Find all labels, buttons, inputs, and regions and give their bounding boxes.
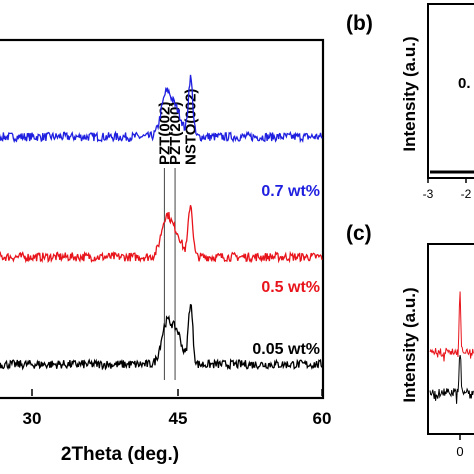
reference-line-label: NSTO(002)	[183, 89, 200, 165]
x-axis-ticks: 30 45 60	[23, 389, 332, 428]
panel-a-frame	[0, 38, 325, 400]
panel-c-traces	[429, 291, 474, 404]
series-line	[0, 74, 323, 144]
series-label: 0.05 wt%	[252, 341, 320, 358]
x-tick-label: 30	[23, 409, 42, 428]
panel-b-label: (b)	[346, 12, 373, 35]
panel-c: (c) Intensity (a.u.) 0	[346, 222, 474, 459]
series-label: 0.7 wt%	[261, 183, 320, 200]
panel-b-tick-label: -2	[461, 187, 472, 201]
panel-b-tick-label: -3	[423, 187, 434, 201]
x-tick-label: 45	[169, 409, 188, 428]
series-line	[0, 205, 323, 264]
series-label: 0.5 wt%	[261, 279, 320, 296]
panel-c-trace	[429, 291, 474, 362]
panel-b-frame	[427, 3, 474, 179]
reference-line-label: PZT(200)	[167, 102, 184, 165]
series-line	[0, 303, 323, 371]
panel-c-trace	[429, 355, 474, 404]
panel-c-ylabel: Intensity (a.u.)	[400, 287, 419, 402]
panel-c-tick-label: 0	[456, 444, 463, 459]
panel-c-frame	[427, 243, 474, 435]
panel-a: PZT(002)PZT(200)NSTO(002) 0.7 wt%0.5 wt%…	[0, 38, 332, 465]
x-tick-label: 60	[313, 409, 332, 428]
panel-b: (b) Intensity (a.u.) 0. -3 -2	[346, 3, 474, 201]
series-group: 0.7 wt% 0.5 wt% 0.05 wt%	[0, 74, 323, 371]
x-axis-label: 2Theta (deg.)	[61, 444, 179, 465]
panel-b-text: 0.	[458, 75, 471, 92]
panel-b-ylabel: Intensity (a.u.)	[400, 36, 419, 151]
panel-c-label: (c)	[346, 222, 372, 245]
